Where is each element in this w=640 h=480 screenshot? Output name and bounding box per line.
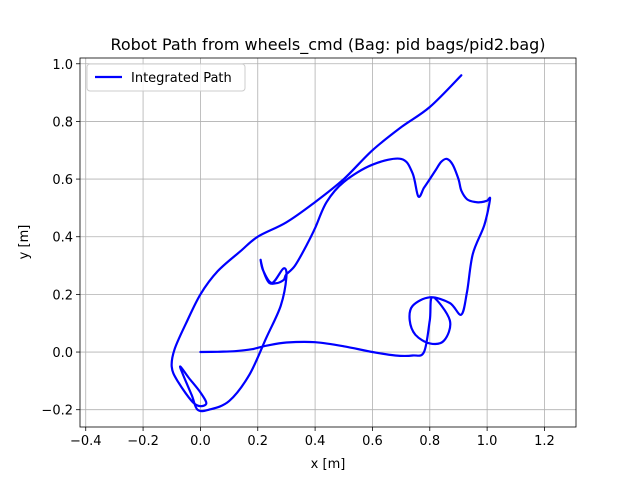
y-tick-label: 0.2: [52, 288, 73, 303]
legend-label-integrated-path: Integrated Path: [131, 71, 232, 86]
x-tick-label: 0.6: [362, 434, 383, 449]
y-tick-label: 0.6: [52, 173, 73, 188]
x-tick-label: 0.8: [419, 434, 440, 449]
series-layer: [170, 74, 492, 413]
y-tick-label: 0.8: [52, 115, 73, 130]
series-line-integrated-path: [170, 74, 492, 413]
x-axis-label: x [m]: [311, 457, 346, 472]
y-tick-label: 1.0: [52, 58, 73, 73]
x-tick-label: 0.2: [247, 434, 268, 449]
chart-title: Robot Path from wheels_cmd (Bag: pid bag…: [110, 35, 545, 55]
y-tick-label: 0.0: [52, 346, 73, 361]
x-tick-label: −0.2: [127, 434, 159, 449]
plot-frame: [79, 57, 577, 428]
legend-frame: [86, 63, 246, 92]
x-tick-label: 0.4: [305, 434, 326, 449]
x-tick-label: −0.4: [70, 434, 102, 449]
y-tick-label: −0.2: [41, 404, 73, 419]
x-tick-label: 0.0: [190, 434, 211, 449]
ticks: −0.4 −0.2 0.0 0.2 0.4 0.6 0.8 1.0 1.2 −0.2 0.0 0.2 0…: [41, 58, 554, 449]
y-tick-label: 0.4: [52, 231, 73, 246]
grid: [80, 58, 576, 427]
y-axis-label: y [m]: [17, 225, 32, 260]
x-tick-label: 1.0: [477, 434, 498, 449]
legend: Integrated Path: [86, 63, 246, 92]
x-tick-label: 1.2: [534, 434, 555, 449]
